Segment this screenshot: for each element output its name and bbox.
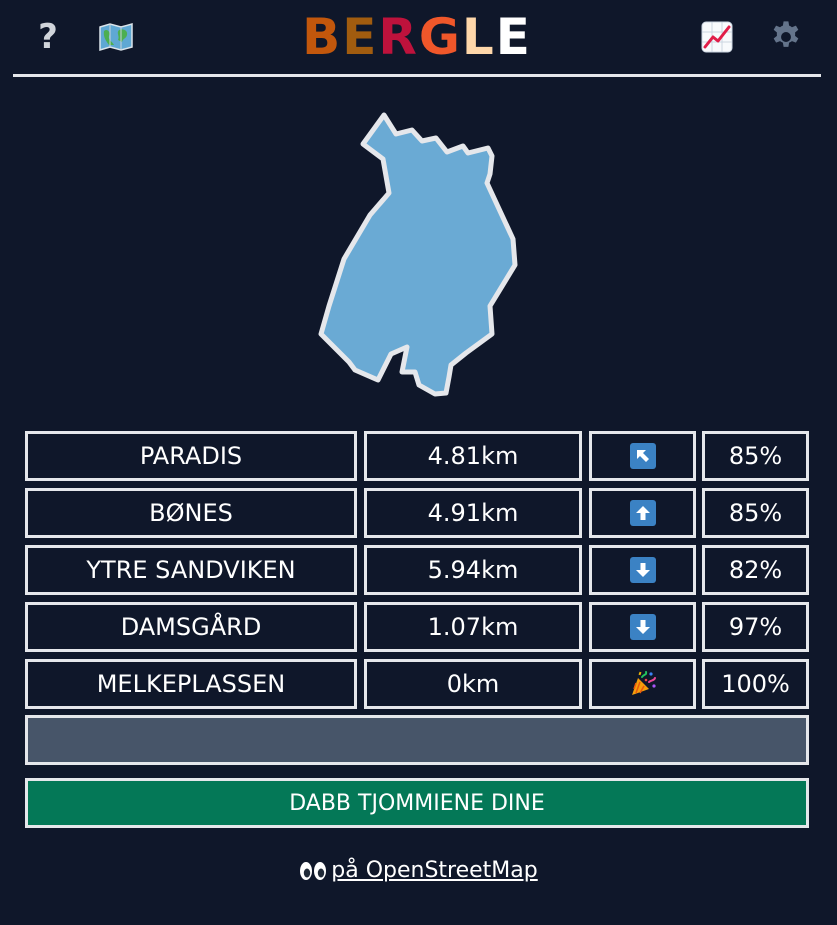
header-bar: ? BERGLE xyxy=(13,0,821,77)
guess-percent: 85% xyxy=(702,488,809,538)
guess-distance: 0km xyxy=(364,659,582,709)
guess-percent: 97% xyxy=(702,602,809,652)
gear-icon xyxy=(773,21,799,47)
footer: på OpenStreetMap xyxy=(0,858,837,883)
question-mark-icon: ? xyxy=(38,17,58,57)
guess-input[interactable] xyxy=(25,715,809,765)
guess-row: MELKEPLASSEN 0km 100% xyxy=(25,659,809,709)
logo-letter: G xyxy=(418,8,462,66)
guess-direction xyxy=(589,488,696,538)
map-button[interactable] xyxy=(93,14,139,60)
help-button[interactable]: ? xyxy=(25,14,71,60)
guess-name: PARADIS xyxy=(25,431,357,481)
guess-percent: 85% xyxy=(702,431,809,481)
logo-letter: E xyxy=(495,8,532,66)
guess-distance: 5.94km xyxy=(364,545,582,595)
openstreetmap-link[interactable]: på OpenStreetMap xyxy=(331,858,538,883)
guess-direction xyxy=(589,545,696,595)
arrow-down-icon xyxy=(629,614,656,640)
logo-letter: L xyxy=(461,8,496,66)
logo-letter: B xyxy=(302,8,343,66)
guess-name: MELKEPLASSEN xyxy=(25,659,357,709)
stats-button[interactable] xyxy=(694,14,740,60)
chart-increasing-icon xyxy=(701,21,733,53)
settings-button[interactable] xyxy=(763,14,809,60)
arrow-up-icon xyxy=(629,500,656,526)
guess-distance: 4.91km xyxy=(364,488,582,538)
arrow-down-icon xyxy=(629,557,656,583)
share-button[interactable]: DABB TJOMMIENE DINE xyxy=(25,778,809,828)
guess-row: YTRE SANDVIKEN 5.94km 82% xyxy=(25,545,809,595)
guess-percent: 100% xyxy=(702,659,809,709)
logo-letter: R xyxy=(378,8,419,66)
logo: BERGLE xyxy=(13,8,821,66)
guess-name: DAMSGÅRD xyxy=(25,602,357,652)
party-popper-icon xyxy=(631,671,656,695)
guess-row: DAMSGÅRD 1.07km 97% xyxy=(25,602,809,652)
guess-distance: 1.07km xyxy=(364,602,582,652)
guess-direction xyxy=(589,431,696,481)
eyes-icon xyxy=(300,862,327,880)
guess-percent: 82% xyxy=(702,545,809,595)
guess-direction xyxy=(589,602,696,652)
map-icon xyxy=(99,23,133,51)
guess-name: YTRE SANDVIKEN xyxy=(25,545,357,595)
guess-row: BØNES 4.91km 85% xyxy=(25,488,809,538)
neighborhood-shape xyxy=(318,112,518,397)
guess-direction xyxy=(589,659,696,709)
logo-letter: E xyxy=(342,8,379,66)
guess-name: BØNES xyxy=(25,488,357,538)
arrow-up-left-icon xyxy=(629,443,656,469)
guess-distance: 4.81km xyxy=(364,431,582,481)
guess-row: PARADIS 4.81km 85% xyxy=(25,431,809,481)
